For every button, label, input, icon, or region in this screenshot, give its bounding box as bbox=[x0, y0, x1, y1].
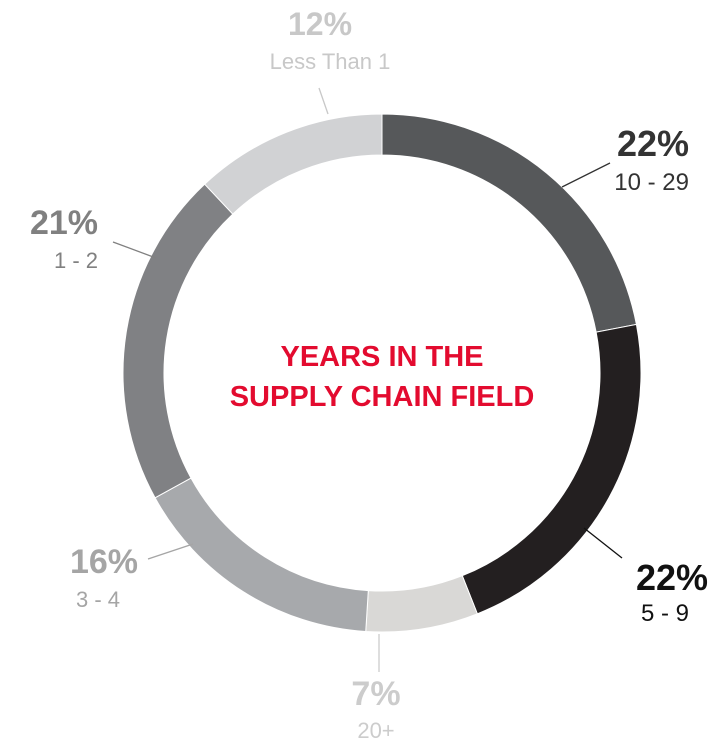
donut-slice-4 bbox=[154, 477, 369, 633]
leader-line-6 bbox=[318, 87, 329, 115]
donut-ring bbox=[122, 113, 642, 633]
leader-lines bbox=[112, 87, 623, 672]
slice-category-label-6: Less Than 1 bbox=[270, 49, 391, 74]
slice-category-label-3: 20+ bbox=[357, 718, 394, 743]
slice-percent-label-1: 22% bbox=[617, 123, 689, 164]
donut-slice-5 bbox=[122, 183, 234, 499]
slice-category-label-2: 5 - 9 bbox=[641, 600, 689, 627]
donut-slice-6 bbox=[203, 113, 383, 215]
chart-title-line-1: YEARS IN THE bbox=[280, 341, 483, 373]
slice-category-label-5: 1 - 2 bbox=[54, 248, 98, 273]
leader-line-1 bbox=[561, 162, 611, 188]
leader-line-4 bbox=[147, 543, 194, 560]
chart-title-line-2: SUPPLY CHAIN FIELD bbox=[230, 381, 535, 413]
donut-slice-1 bbox=[381, 113, 637, 333]
slice-percent-label-5: 21% bbox=[30, 204, 98, 242]
donut-slice-2 bbox=[461, 323, 642, 615]
slice-percent-label-3: 7% bbox=[351, 675, 400, 713]
slice-category-label-1: 10 - 29 bbox=[614, 169, 689, 196]
slice-category-label-4: 3 - 4 bbox=[76, 587, 120, 612]
donut-slice-3 bbox=[365, 575, 478, 633]
leader-line-2 bbox=[583, 527, 623, 559]
leader-line-5 bbox=[112, 241, 157, 259]
slice-percent-label-4: 16% bbox=[70, 543, 138, 581]
slice-percent-label-6: 12% bbox=[288, 6, 352, 42]
slice-percent-label-2: 22% bbox=[636, 557, 708, 598]
